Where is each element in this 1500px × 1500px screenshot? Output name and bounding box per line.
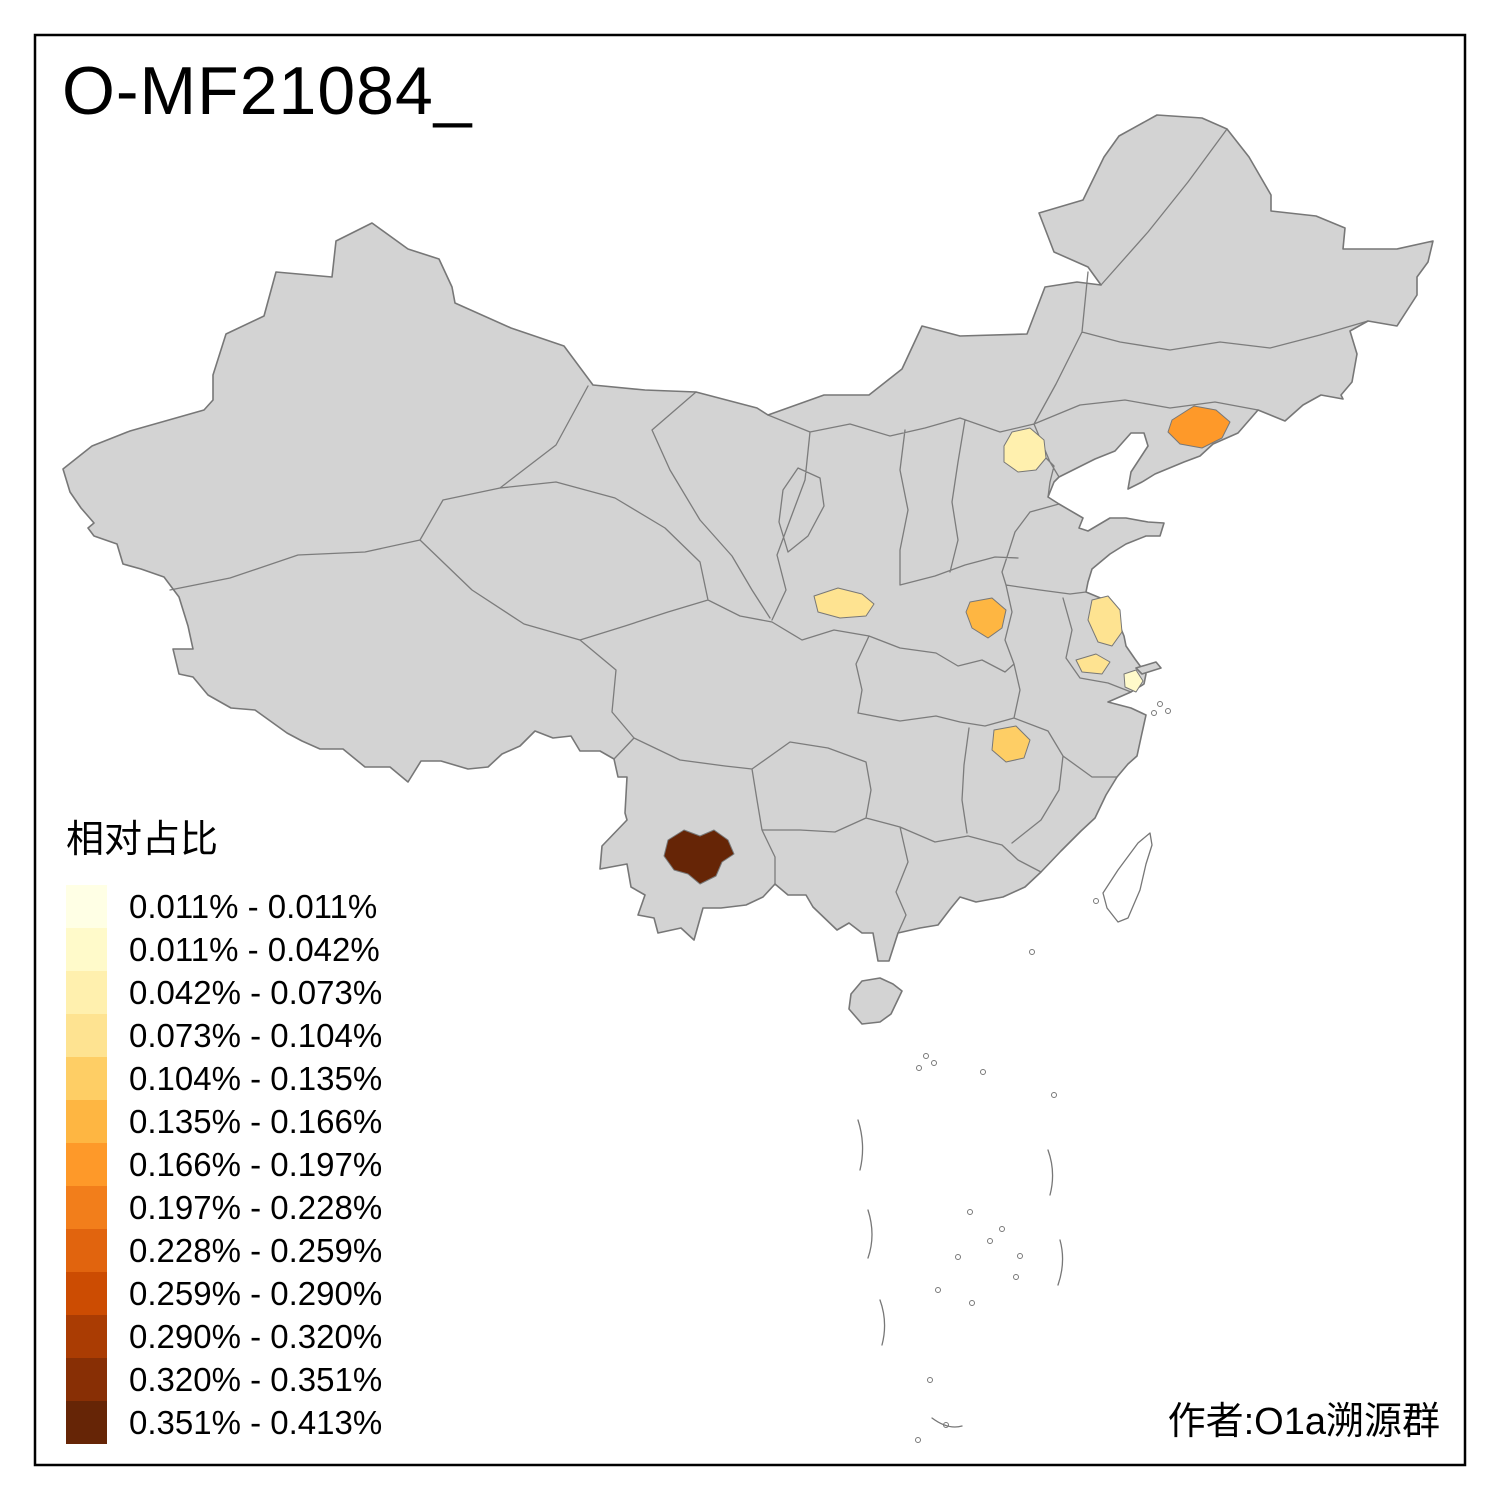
island-dot	[969, 1300, 975, 1306]
legend-range-label: 0.290% - 0.320%	[129, 1317, 383, 1355]
choropleth-region	[813, 587, 875, 619]
legend-range-label: 0.259% - 0.290%	[129, 1274, 383, 1312]
legend-range-label: 0.104% - 0.135%	[129, 1059, 383, 1097]
legend-items: 0.011% - 0.011% 0.011% - 0.042% 0.042% -…	[66, 885, 382, 1444]
legend-swatch	[66, 1315, 107, 1358]
legend-row: 0.073% - 0.104%	[66, 1014, 382, 1057]
sea-boundary-dashes	[857, 1119, 1064, 1428]
legend-row: 0.351% - 0.413%	[66, 1401, 382, 1444]
legend-row: 0.290% - 0.320%	[66, 1315, 382, 1358]
island-dot	[980, 1069, 986, 1075]
choropleth-region	[1003, 427, 1047, 473]
legend-swatch	[66, 1186, 107, 1229]
legend-row: 0.320% - 0.351%	[66, 1358, 382, 1401]
island-dot	[927, 1377, 933, 1383]
legend-title: 相对占比	[66, 819, 219, 861]
legend-swatch	[66, 971, 107, 1014]
choropleth-region	[991, 725, 1031, 763]
island-dot	[1157, 701, 1163, 707]
legend-row: 0.042% - 0.073%	[66, 971, 382, 1014]
choropleth-region	[1087, 595, 1123, 647]
island-dot	[987, 1238, 993, 1244]
hainan-island	[848, 977, 903, 1025]
legend-swatch	[66, 1358, 107, 1401]
island-dot	[1093, 898, 1099, 904]
legend-row: 0.135% - 0.166%	[66, 1100, 382, 1143]
island-dot	[1151, 710, 1157, 716]
legend-swatch	[66, 1401, 107, 1444]
legend: 相对占比 0.011% - 0.011% 0.011% - 0.042% 0.0…	[66, 808, 382, 1444]
legend-swatch	[66, 885, 107, 928]
legend-row: 0.011% - 0.011%	[66, 885, 382, 928]
island-dot	[923, 1053, 929, 1059]
yangtze-mouth-island	[1135, 661, 1162, 675]
island-dot	[931, 1060, 937, 1066]
legend-swatch	[66, 1057, 107, 1100]
legend-range-label: 0.135% - 0.166%	[129, 1102, 383, 1140]
legend-swatch	[66, 1014, 107, 1057]
legend-range-label: 0.228% - 0.259%	[129, 1231, 383, 1269]
legend-range-label: 0.166% - 0.197%	[129, 1145, 383, 1183]
island-dot	[935, 1287, 941, 1293]
choropleth-region	[965, 597, 1007, 639]
choropleth-region	[1075, 653, 1111, 675]
island-dot	[915, 1437, 921, 1443]
legend-row: 0.259% - 0.290%	[66, 1272, 382, 1315]
choropleth-region	[663, 829, 735, 885]
island-dot	[955, 1254, 961, 1260]
island-dot	[1029, 949, 1035, 955]
map-title: O-MF21084_	[62, 53, 473, 129]
legend-row: 0.104% - 0.135%	[66, 1057, 382, 1100]
legend-range-label: 0.197% - 0.228%	[129, 1188, 383, 1226]
island-dot	[916, 1065, 922, 1071]
legend-range-label: 0.011% - 0.011%	[129, 887, 378, 925]
choropleth-region	[1123, 669, 1144, 693]
legend-swatch	[66, 1100, 107, 1143]
highlighted-regions	[663, 405, 1231, 885]
island-dot	[999, 1226, 1005, 1232]
legend-row: 0.166% - 0.197%	[66, 1143, 382, 1186]
legend-range-label: 0.073% - 0.104%	[129, 1016, 383, 1054]
legend-range-label: 0.320% - 0.351%	[129, 1360, 383, 1398]
island-dot	[1165, 708, 1171, 714]
legend-swatch	[66, 1272, 107, 1315]
choropleth-region	[1167, 405, 1231, 449]
island-dot	[967, 1209, 973, 1215]
legend-range-label: 0.042% - 0.073%	[129, 973, 383, 1011]
legend-range-label: 0.011% - 0.042%	[129, 930, 380, 968]
legend-row: 0.197% - 0.228%	[66, 1186, 382, 1229]
legend-range-label: 0.351% - 0.413%	[129, 1403, 383, 1441]
island-dot	[1013, 1274, 1019, 1280]
author-credit: 作者:O1a溯源群	[1167, 1401, 1440, 1443]
figure-frame	[33, 33, 1467, 1467]
legend-swatch	[66, 928, 107, 971]
south-china-sea-islands	[857, 701, 1171, 1443]
province-borders	[169, 128, 1369, 934]
legend-swatch	[66, 1143, 107, 1186]
taiwan-island	[1102, 832, 1153, 923]
island-dot	[1017, 1253, 1023, 1259]
legend-swatch	[66, 1229, 107, 1272]
province-border-lines	[169, 128, 1369, 934]
legend-row: 0.011% - 0.042%	[66, 928, 382, 971]
island-dot	[1051, 1092, 1057, 1098]
legend-row: 0.228% - 0.259%	[66, 1229, 382, 1272]
